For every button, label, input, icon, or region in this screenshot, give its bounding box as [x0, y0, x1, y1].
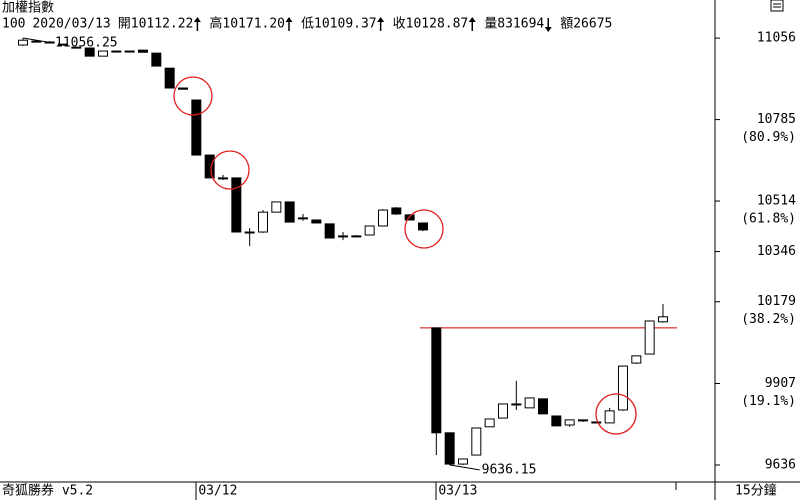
highlight-circle — [210, 150, 250, 190]
candle-body — [177, 87, 188, 90]
arrow-head — [377, 17, 385, 22]
candle-body — [231, 177, 242, 233]
candle-body — [391, 207, 402, 215]
candle-body — [151, 52, 162, 67]
candle-body — [97, 50, 108, 57]
info-item: 高10171.20 — [209, 16, 285, 32]
y-tick-label: 10346 — [757, 244, 796, 259]
info-item: 2020/03/13 — [32, 17, 110, 32]
candle-body — [244, 231, 255, 234]
candle-body — [351, 235, 362, 238]
candle-body — [431, 327, 442, 434]
candle-body — [497, 403, 508, 419]
candle-body — [524, 397, 535, 409]
candle-body — [217, 177, 228, 180]
y-tick-label: 9907 — [765, 376, 796, 391]
arrow-head — [285, 17, 293, 22]
candle-body — [457, 458, 468, 465]
candle-body — [551, 415, 562, 427]
candle-body — [204, 154, 215, 179]
highlight-circle — [173, 76, 213, 116]
x-tick-label: 03/13 — [438, 484, 477, 499]
candle-body — [84, 47, 95, 57]
candle-body — [57, 43, 68, 46]
candle-body — [564, 419, 575, 426]
arrow-head — [193, 17, 201, 22]
info-item: 量831694 — [484, 17, 544, 32]
y-tick-note: (61.8%) — [741, 212, 796, 227]
candle-body — [271, 201, 282, 213]
y-tick-note: (19.1%) — [741, 394, 796, 409]
candle-body — [137, 49, 148, 53]
candle-body — [644, 320, 655, 355]
candle-body — [591, 421, 602, 424]
candle-body — [18, 39, 28, 46]
info-item: 低10109.37 — [301, 17, 377, 32]
candle-body — [164, 67, 175, 89]
candle-body — [604, 410, 615, 424]
y-tick-label: 10179 — [757, 294, 796, 309]
window-icon[interactable] — [770, 0, 784, 12]
icon-box[interactable] — [770, 0, 784, 12]
highlight-circle — [595, 393, 637, 435]
y-tick-label: 10514 — [757, 194, 796, 209]
candle-body — [311, 219, 322, 224]
y-tick-label: 10785 — [757, 112, 796, 127]
candle-body — [191, 99, 202, 156]
candle-body — [324, 223, 335, 239]
y-tick-label: 11056 — [757, 31, 796, 46]
y-tick-note: (80.9%) — [741, 130, 796, 145]
annotation-leader — [449, 464, 480, 471]
arrow-head — [468, 17, 476, 22]
annotation-leader — [22, 37, 54, 44]
candle-body — [537, 398, 548, 415]
candle-body — [124, 50, 135, 53]
candle-body — [337, 235, 348, 238]
candle-body — [657, 316, 668, 323]
brand: 奇狐勝券 v5.2 — [2, 483, 93, 499]
candle-body — [484, 418, 495, 428]
candle-body — [577, 419, 588, 422]
annotation: 11056.25 — [55, 36, 118, 51]
candle-body — [417, 222, 428, 231]
candle-body — [617, 365, 628, 411]
info-item: 收10128.87 — [393, 17, 469, 32]
info-item: 開10112.22 — [118, 17, 194, 32]
period: 15分鐘 — [735, 483, 777, 499]
info-item: 額26675 — [560, 17, 612, 32]
candle-body — [297, 217, 308, 220]
candle-body — [257, 211, 268, 233]
y-tick-label: 9636 — [765, 457, 796, 472]
info-item: 100 — [2, 17, 25, 32]
highlight-circles — [173, 76, 637, 435]
y-tick-note: (38.2%) — [741, 312, 796, 327]
candle-body — [111, 50, 122, 53]
candle-body — [471, 427, 482, 456]
candle-body — [364, 225, 375, 236]
candle-body — [631, 355, 642, 364]
candle-body — [284, 201, 295, 223]
candle-body — [31, 40, 42, 43]
candle-body — [511, 403, 522, 406]
annotation: 9636.15 — [482, 462, 537, 477]
x-tick-label: 03/12 — [198, 484, 237, 499]
arrow-head — [544, 27, 552, 32]
candle-body — [377, 209, 388, 227]
candle-body — [444, 432, 455, 465]
highlight-circle — [404, 209, 444, 249]
candle-body — [71, 46, 82, 49]
chart-title: 加權指數 — [2, 1, 54, 16]
